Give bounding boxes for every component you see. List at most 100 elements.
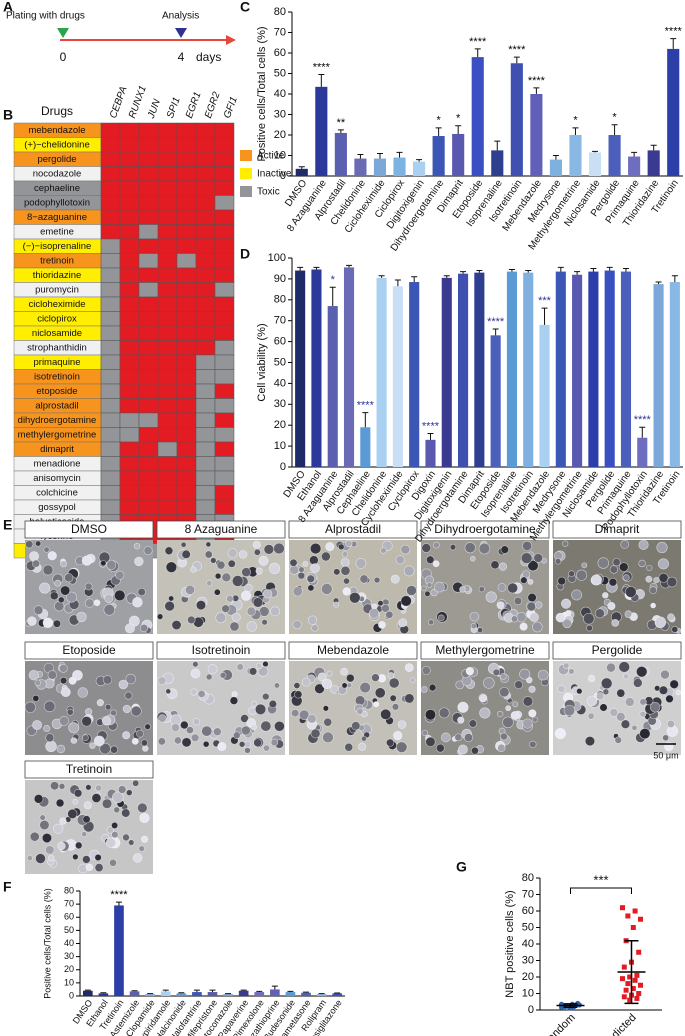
cell	[77, 687, 89, 698]
bar	[608, 135, 621, 176]
cell	[171, 723, 180, 733]
cell	[532, 716, 538, 723]
legend-swatch	[240, 150, 252, 161]
cell	[393, 730, 403, 741]
cell	[478, 542, 491, 555]
cell	[310, 563, 320, 573]
cell	[459, 586, 466, 593]
error-bar	[376, 152, 383, 159]
cell	[662, 734, 670, 742]
heatmap-cell	[138, 122, 159, 138]
cell	[340, 557, 350, 567]
heatmap-cell	[157, 137, 178, 153]
cell	[522, 718, 533, 729]
bar	[471, 57, 484, 176]
cell	[53, 823, 64, 834]
cell	[500, 545, 509, 554]
heatmap-cell	[157, 398, 178, 414]
column-header: GFI1	[222, 95, 240, 120]
cell	[67, 808, 78, 819]
bar	[628, 156, 641, 176]
cell	[219, 671, 227, 679]
cell	[143, 546, 153, 556]
cell	[238, 741, 246, 748]
bar	[82, 990, 93, 996]
cell	[534, 601, 543, 609]
error-bar	[297, 266, 304, 271]
cell	[59, 676, 68, 685]
cell	[478, 693, 488, 703]
cell	[568, 668, 575, 675]
cell	[82, 815, 91, 824]
heatmap-cell	[119, 412, 140, 428]
micrograph-label-box	[288, 641, 418, 660]
bar	[549, 159, 562, 176]
drug-name: nocodazole	[33, 168, 82, 179]
heatmap-header: Drugs	[41, 104, 73, 118]
y-tick-label: 40	[522, 938, 534, 950]
cell	[654, 685, 661, 692]
cell	[667, 613, 675, 621]
heatmap-cell	[119, 296, 140, 312]
cell	[377, 600, 384, 607]
cell	[192, 718, 201, 726]
cell	[254, 703, 267, 715]
cell	[381, 604, 390, 613]
cell	[26, 855, 33, 862]
heatmap-cell	[138, 412, 159, 428]
y-tick-label: 80	[64, 885, 74, 895]
heatmap-cell	[157, 499, 178, 515]
heatmap-cell	[119, 180, 140, 196]
cell	[323, 717, 333, 727]
y-tick-label: 70	[274, 315, 286, 327]
drug-name: pergolide	[37, 154, 76, 165]
column-header: JUN	[146, 97, 164, 121]
cell	[241, 567, 252, 577]
cell	[213, 588, 221, 596]
drug-name: strophanthidin	[27, 342, 87, 353]
cell	[45, 740, 57, 753]
bar	[604, 270, 615, 467]
heatmap-cell	[138, 224, 159, 240]
cell	[646, 564, 653, 572]
cell	[463, 733, 474, 743]
y-tick-label: 0	[69, 990, 74, 1000]
cell	[596, 692, 605, 701]
cell	[35, 540, 42, 547]
y-tick-label: 0	[280, 170, 286, 182]
cell	[623, 673, 630, 680]
significance: ****	[508, 44, 526, 56]
significance: ****	[487, 316, 505, 328]
cell	[477, 627, 483, 634]
micrograph-label: Mebendazole	[317, 643, 389, 657]
significance: ****	[422, 420, 440, 432]
panel-letter: E	[3, 517, 12, 533]
cell	[426, 582, 433, 588]
y-tick-label: 40	[274, 88, 286, 100]
cell	[236, 663, 244, 671]
cell	[270, 606, 280, 617]
drug-name: isotretinoin	[34, 371, 80, 382]
cell	[82, 734, 89, 742]
heatmap-cell	[119, 166, 140, 182]
cell	[527, 592, 537, 603]
cell	[666, 719, 675, 728]
micrograph-label-box	[420, 641, 550, 660]
cell	[333, 601, 340, 608]
cell	[519, 668, 531, 680]
cell	[568, 570, 575, 578]
y-tick-label: 80	[274, 294, 286, 306]
heatmap-cell	[119, 238, 140, 254]
cell	[554, 728, 566, 740]
heatmap-cell	[100, 499, 121, 515]
heatmap-cell	[195, 456, 216, 472]
heatmap-cell	[100, 354, 121, 370]
heatmap-cell	[100, 282, 121, 298]
heatmap-cell	[138, 180, 159, 196]
micrograph-label-box	[24, 760, 154, 779]
cell	[388, 677, 400, 689]
cell	[657, 558, 669, 570]
error-bar	[574, 271, 581, 275]
cell	[110, 745, 118, 754]
cell	[241, 725, 251, 736]
